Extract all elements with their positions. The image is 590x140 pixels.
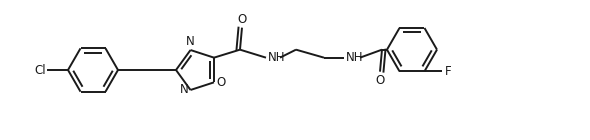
- Text: F: F: [444, 65, 451, 78]
- Text: N: N: [186, 35, 195, 48]
- Text: Cl: Cl: [34, 64, 46, 76]
- Text: O: O: [375, 74, 385, 87]
- Text: N: N: [180, 83, 189, 96]
- Text: O: O: [237, 13, 247, 26]
- Text: NH: NH: [268, 51, 286, 64]
- Text: NH: NH: [346, 51, 363, 64]
- Text: O: O: [216, 76, 225, 89]
